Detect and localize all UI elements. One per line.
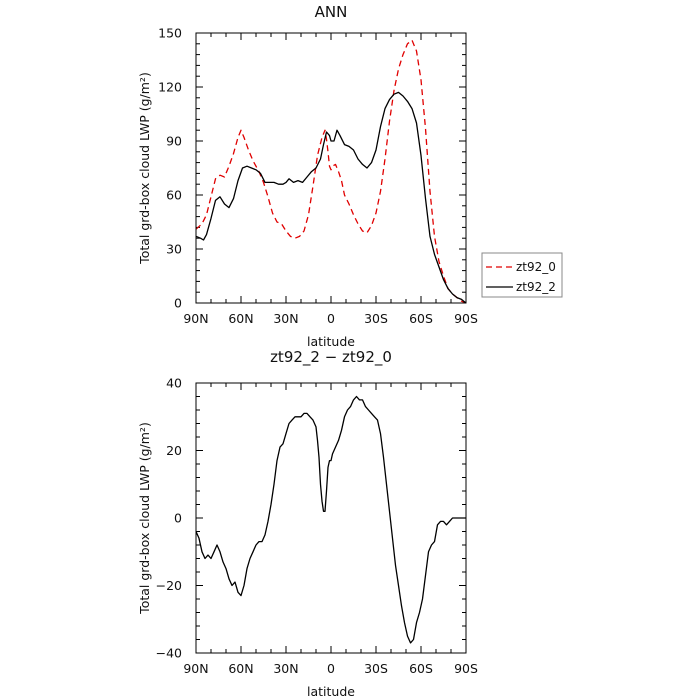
bottom-x-tick-label: 60S (409, 661, 433, 676)
top-series-line-zt92-0 (195, 39, 467, 304)
bottom-x-tick-label: 0 (327, 661, 335, 676)
top-panel: ANN 90N 60N 30N 0 30S 60S 90S 0 30 60 90 120 150 lat… (137, 3, 478, 349)
top-chart-title: ANN (315, 3, 348, 21)
bottom-y-tick-label: 0 (174, 511, 182, 526)
bottom-chart-title: zt92_2 − zt92_0 (270, 348, 392, 367)
top-plot-frame (195, 32, 467, 304)
top-y-tick-label: 30 (166, 242, 182, 257)
legend-box (481, 252, 563, 298)
top-y-tick-label: 90 (166, 134, 182, 149)
top-x-tick-label: 30N (273, 311, 298, 326)
top-x-tick-label: 90N (183, 311, 208, 326)
legend-label-zt92-2: zt92_2 (516, 280, 556, 294)
bottom-plot-frame (195, 382, 467, 654)
top-x-tick-label: 60S (409, 311, 433, 326)
top-x-tick-label: 90S (454, 311, 478, 326)
bottom-x-tick-label: 30S (364, 661, 388, 676)
bottom-series-line-difference (195, 395, 466, 644)
bottom-y-tick-label: 40 (166, 376, 182, 391)
bottom-panel: zt92_2 − zt92_0 90N 60N 30N 0 30S 60S 90S −40 −2… (137, 348, 478, 699)
top-y-tick-label: 60 (166, 188, 182, 203)
bottom-x-tick-label: 90S (454, 661, 478, 676)
legend: zt92_0 zt92_2 (481, 252, 563, 298)
top-y-axis-label: Total grd-box cloud LWP (g/m²) (137, 72, 152, 265)
bottom-x-axis-label: latitude (307, 684, 355, 699)
bottom-y-tick-label: −40 (156, 646, 182, 661)
top-y-tick-label: 0 (174, 296, 182, 311)
bottom-y-tick-label: 20 (166, 443, 182, 458)
top-series-line-zt92-2 (195, 91, 467, 304)
bottom-x-tick-label: 90N (183, 661, 208, 676)
top-y-tick-label: 150 (158, 26, 182, 41)
bottom-x-tick-label: 30N (273, 661, 298, 676)
top-x-tick-label: 0 (327, 311, 335, 326)
bottom-y-axis-label: Total grd-box cloud LWP (g/m²) (137, 422, 152, 615)
legend-label-zt92-0: zt92_0 (516, 260, 556, 274)
top-x-axis-label: latitude (307, 334, 355, 349)
bottom-y-tick-label: −20 (156, 578, 182, 593)
bottom-x-tick-label: 60N (228, 661, 253, 676)
top-x-tick-label: 60N (228, 311, 253, 326)
top-y-tick-label: 120 (158, 80, 182, 95)
top-x-tick-label: 30S (364, 311, 388, 326)
